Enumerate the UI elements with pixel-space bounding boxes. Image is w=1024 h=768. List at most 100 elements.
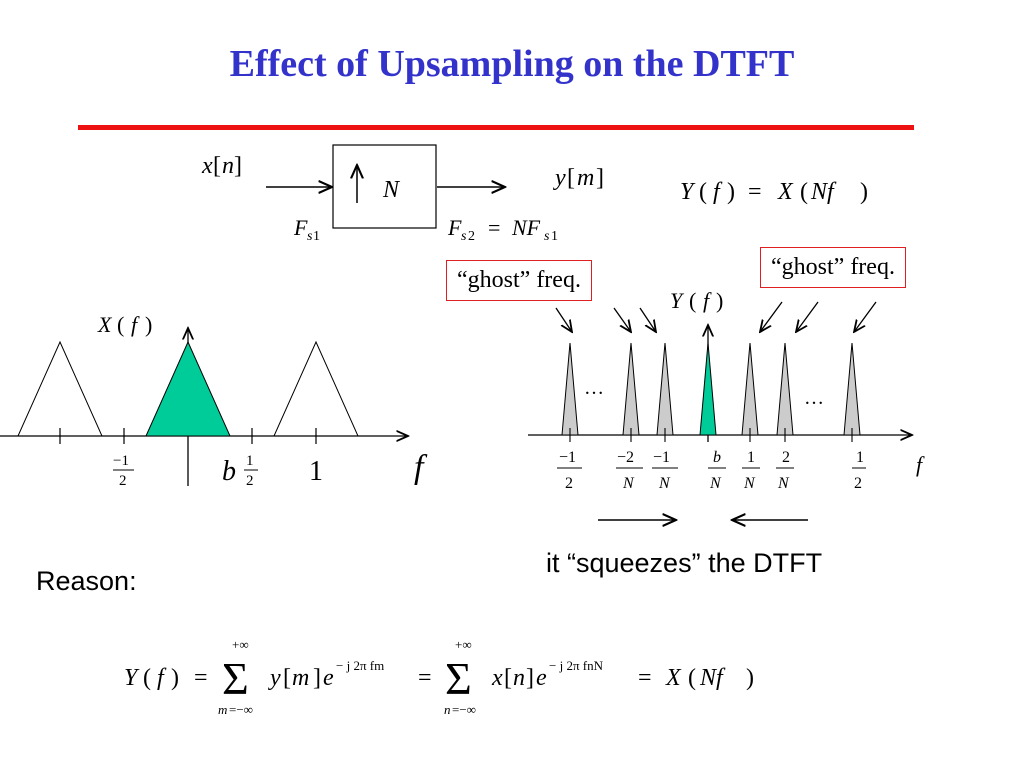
svg-text:NF: NF	[511, 215, 541, 240]
input-rate-label: F	[293, 215, 308, 240]
svg-text:x: x	[491, 665, 503, 691]
ellipsis-left: …	[584, 377, 604, 399]
ghost-freq-label-right: “ghost” freq.	[760, 247, 906, 288]
svg-text:f: f	[713, 179, 723, 205]
svg-text:X: X	[777, 179, 794, 205]
svg-text:n: n	[444, 702, 451, 717]
svg-text:m: m	[292, 665, 309, 691]
relation-equation: Y	[680, 179, 696, 205]
svg-text:1: 1	[313, 229, 320, 244]
spike-ghost	[776, 342, 794, 436]
svg-text:): )	[746, 665, 754, 691]
svg-text:]: ]	[234, 153, 242, 179]
svg-text:2: 2	[782, 449, 790, 466]
left-tick-b: b	[222, 456, 236, 487]
left-tick-one: 1	[309, 456, 323, 487]
svg-text:+∞: +∞	[455, 637, 472, 652]
right-replica-triangle	[273, 340, 359, 437]
svg-text:(: (	[800, 179, 808, 205]
svg-text:n: n	[513, 665, 525, 691]
svg-text:]: ]	[313, 665, 321, 691]
svg-text:Nf: Nf	[699, 665, 726, 691]
svg-text:=: =	[418, 665, 432, 691]
squeeze-arrows	[598, 508, 808, 532]
upsampler-box	[332, 144, 437, 229]
svg-text:m: m	[577, 165, 594, 191]
svg-text:X: X	[665, 665, 682, 691]
left-x-label: f	[414, 449, 428, 486]
svg-text:(: (	[143, 665, 151, 691]
left-tick-half: 1	[246, 453, 254, 469]
svg-text:=−∞: =−∞	[452, 702, 476, 717]
block-diagram: x [ n ] N y [ m ] F s 1 F s 2 = NF s 1 Y…	[201, 144, 868, 244]
svg-text:f: f	[157, 665, 167, 691]
svg-text:1: 1	[856, 449, 864, 466]
spike-ghost	[561, 342, 579, 436]
svg-text:1: 1	[551, 229, 558, 244]
svg-text:s: s	[307, 229, 313, 244]
svg-text:2: 2	[565, 475, 573, 492]
svg-text:−1: −1	[653, 449, 670, 466]
svg-text:2: 2	[854, 475, 862, 492]
upsample-factor: N	[382, 177, 401, 203]
derivation-equation: Y ( f ) = +∞ Σ m =−∞ y [ m ] e − j 2π fm…	[124, 637, 754, 717]
svg-text:Nf: Nf	[810, 179, 837, 205]
svg-text:Σ: Σ	[445, 653, 472, 704]
svg-text:s: s	[544, 229, 550, 244]
svg-text:(: (	[699, 179, 707, 205]
svg-text:e: e	[536, 665, 547, 691]
svg-text:=: =	[748, 179, 762, 205]
spike-ghost	[843, 342, 861, 436]
svg-text:]: ]	[596, 165, 604, 191]
svg-text:b: b	[713, 449, 721, 466]
svg-text:[: [	[504, 665, 512, 691]
ghost-freq-label-left: “ghost” freq.	[446, 260, 592, 301]
svg-text:]: ]	[526, 665, 534, 691]
svg-text:[: [	[283, 665, 291, 691]
spike-ghost	[741, 342, 759, 436]
svg-text:−2: −2	[617, 449, 634, 466]
svg-text:(: (	[117, 312, 124, 337]
svg-text:2: 2	[468, 229, 475, 244]
svg-text:Y: Y	[124, 665, 140, 691]
output-signal-label: y	[553, 165, 566, 191]
left-main-triangle	[145, 340, 231, 437]
svg-text:s: s	[461, 229, 467, 244]
left-y-label: X	[97, 312, 113, 337]
spike-ghost	[622, 342, 640, 436]
svg-text:): )	[171, 665, 179, 691]
slide-title: Effect of Upsampling on the DTFT	[229, 43, 795, 85]
svg-text:(: (	[688, 665, 696, 691]
svg-text:2: 2	[119, 473, 127, 489]
svg-text:f: f	[131, 312, 140, 337]
right-y-label: Y	[670, 288, 685, 313]
svg-text:N: N	[743, 475, 756, 492]
left-replica-triangle	[17, 340, 103, 437]
svg-text:=: =	[488, 215, 500, 240]
input-signal-bracket: [	[213, 153, 221, 179]
spike-main	[699, 342, 717, 436]
svg-text:N: N	[658, 475, 671, 492]
svg-text:=: =	[194, 665, 208, 691]
svg-text:=−∞: =−∞	[229, 702, 253, 717]
svg-text:): )	[727, 179, 735, 205]
input-signal-index: n	[222, 153, 234, 179]
svg-text:+∞: +∞	[232, 637, 249, 652]
squeeze-caption: it “squeezes” the DTFT	[546, 548, 823, 578]
svg-text:=: =	[638, 665, 652, 691]
svg-text:N: N	[709, 475, 722, 492]
svg-text:y: y	[268, 665, 281, 691]
svg-text:): )	[860, 179, 868, 205]
left-spectrum-plot: X ( f ) −1 2 b 1 2 1 f	[0, 312, 428, 489]
right-x-label: f	[916, 452, 925, 477]
svg-text:− j 2π fnN: − j 2π fnN	[549, 658, 604, 673]
spike-ghost	[656, 342, 674, 436]
svg-text:Σ: Σ	[222, 653, 249, 704]
svg-text:f: f	[703, 288, 712, 313]
output-rate-label: F	[447, 215, 462, 240]
svg-text:): )	[145, 312, 152, 337]
svg-text:N: N	[777, 475, 790, 492]
svg-text:2: 2	[246, 473, 254, 489]
svg-text:m: m	[218, 702, 227, 717]
svg-text:): )	[716, 288, 723, 313]
